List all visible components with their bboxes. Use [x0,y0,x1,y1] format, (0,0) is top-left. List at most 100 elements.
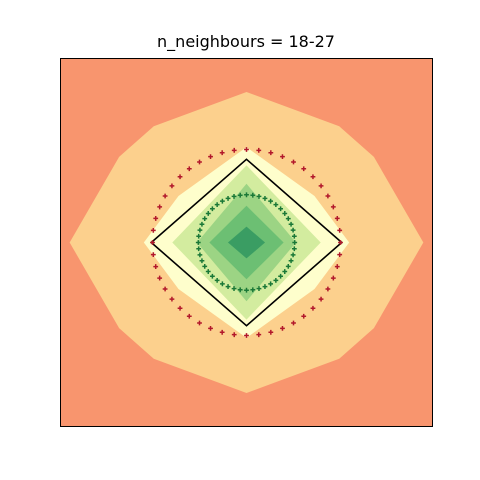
inner-ring-marker [285,216,291,222]
inner-ring-marker [202,216,208,222]
inner-ring-marker [288,258,294,264]
outer-ring-marker [197,159,202,165]
outer-ring-marker [231,332,237,338]
inner-ring-marker [273,277,279,283]
outer-ring-marker [301,313,307,319]
inner-ring-marker [282,269,288,274]
outer-ring-marker [280,325,285,331]
inner-ring-marker [202,263,208,269]
outer-ring-marker [310,174,316,180]
inner-ring-marker [273,202,279,208]
outer-ring-marker [208,154,213,160]
inner-ring-marker [219,281,225,287]
outer-ring-marker [310,305,316,311]
outer-ring-marker [153,264,159,269]
inner-ring-marker [290,252,296,258]
inner-ring-marker [256,286,262,291]
outer-ring-marker [162,286,168,292]
outer-ring-marker [157,275,163,281]
inner-ring-marker [285,263,291,269]
outer-ring-marker [256,332,262,338]
inner-ring-marker [237,192,243,198]
inner-ring-marker [282,211,288,216]
inner-ring-marker [237,287,243,293]
outer-ring-marker [325,286,331,292]
outer-ring-marker [162,193,168,199]
inner-ring-marker [199,258,205,264]
inner-ring-marker [278,273,284,279]
outer-ring-marker [150,227,156,233]
inner-ring-marker [214,277,220,283]
outer-ring-marker [219,150,225,156]
outer-ring-marker [338,240,343,245]
outer-ring-marker [150,240,155,245]
outer-ring-marker [318,296,324,302]
outer-ring-marker [197,320,202,326]
outer-ring-marker [291,159,296,165]
outer-ring-marker [177,305,183,311]
outer-ring-marker [337,252,343,258]
inner-ring-marker [244,287,249,293]
outer-ring-marker [280,154,285,160]
inner-ring-marker [250,287,256,293]
inner-ring-marker [197,227,203,233]
outer-ring-marker [334,216,340,221]
diamond-outline [150,158,343,327]
outer-ring-marker [150,252,156,258]
outer-ring-marker [268,329,274,335]
inner-ring-marker [199,221,205,227]
inner-ring-marker [244,192,249,198]
inner-ring-marker [197,252,203,258]
inner-ring-marker [268,281,274,287]
outer-ring-marker [301,166,307,172]
inner-ring-marker [209,206,215,212]
outer-ring-marker [325,193,331,199]
outer-ring-marker [291,320,296,326]
outer-ring-marker [334,264,340,269]
outer-ring-marker [208,325,213,331]
plot-frame [60,58,433,427]
inner-ring-marker [231,286,237,291]
outer-ring-marker [177,174,183,180]
contour-level-6 [227,226,266,259]
inner-ring-marker [268,198,274,204]
outer-ring-marker [244,147,249,152]
inner-ring-marker [196,233,202,239]
outer-ring-marker [330,204,336,210]
inner-ring-marker [225,284,231,289]
inner-ring-marker [231,194,237,199]
diamond-outline-layer [150,158,343,327]
inner-ring-marker [205,211,211,216]
inner-ring-marker [214,202,220,208]
outer-ring-marker [219,329,225,335]
outer-ring-marker [268,150,274,156]
outer-ring-marker [330,275,336,281]
inner-ring-marker [219,198,225,204]
chart-title: n_neighbours = 18-27 [157,32,335,51]
outer-ring-marker [231,147,237,153]
inner-ring-marker [291,246,297,252]
outer-ring-marker [186,313,192,319]
outer-ring-marker [169,183,175,189]
inner-ring-marker [205,269,211,274]
contour-fills [61,59,432,426]
outer-ring-marker [318,183,324,189]
inner-ring-marker [256,194,262,199]
outer-ring-marker [244,333,249,338]
inner-ring-marker [225,196,231,201]
outer-ring-marker [256,147,262,153]
inner-ring-marker [196,246,202,252]
inner-ring-marker [195,240,201,245]
inner-ring-marker [290,227,296,233]
outer-ring-marker [169,296,175,302]
marker-rings [150,147,343,338]
outer-ring-marker [157,204,163,210]
inner-ring-marker [262,196,268,201]
inner-ring-marker [291,233,297,239]
outer-ring-marker [153,216,159,221]
inner-ring-marker [262,284,268,289]
outer-ring-marker [337,227,343,233]
inner-ring-marker [288,221,294,227]
outer-ring-marker [186,166,192,172]
